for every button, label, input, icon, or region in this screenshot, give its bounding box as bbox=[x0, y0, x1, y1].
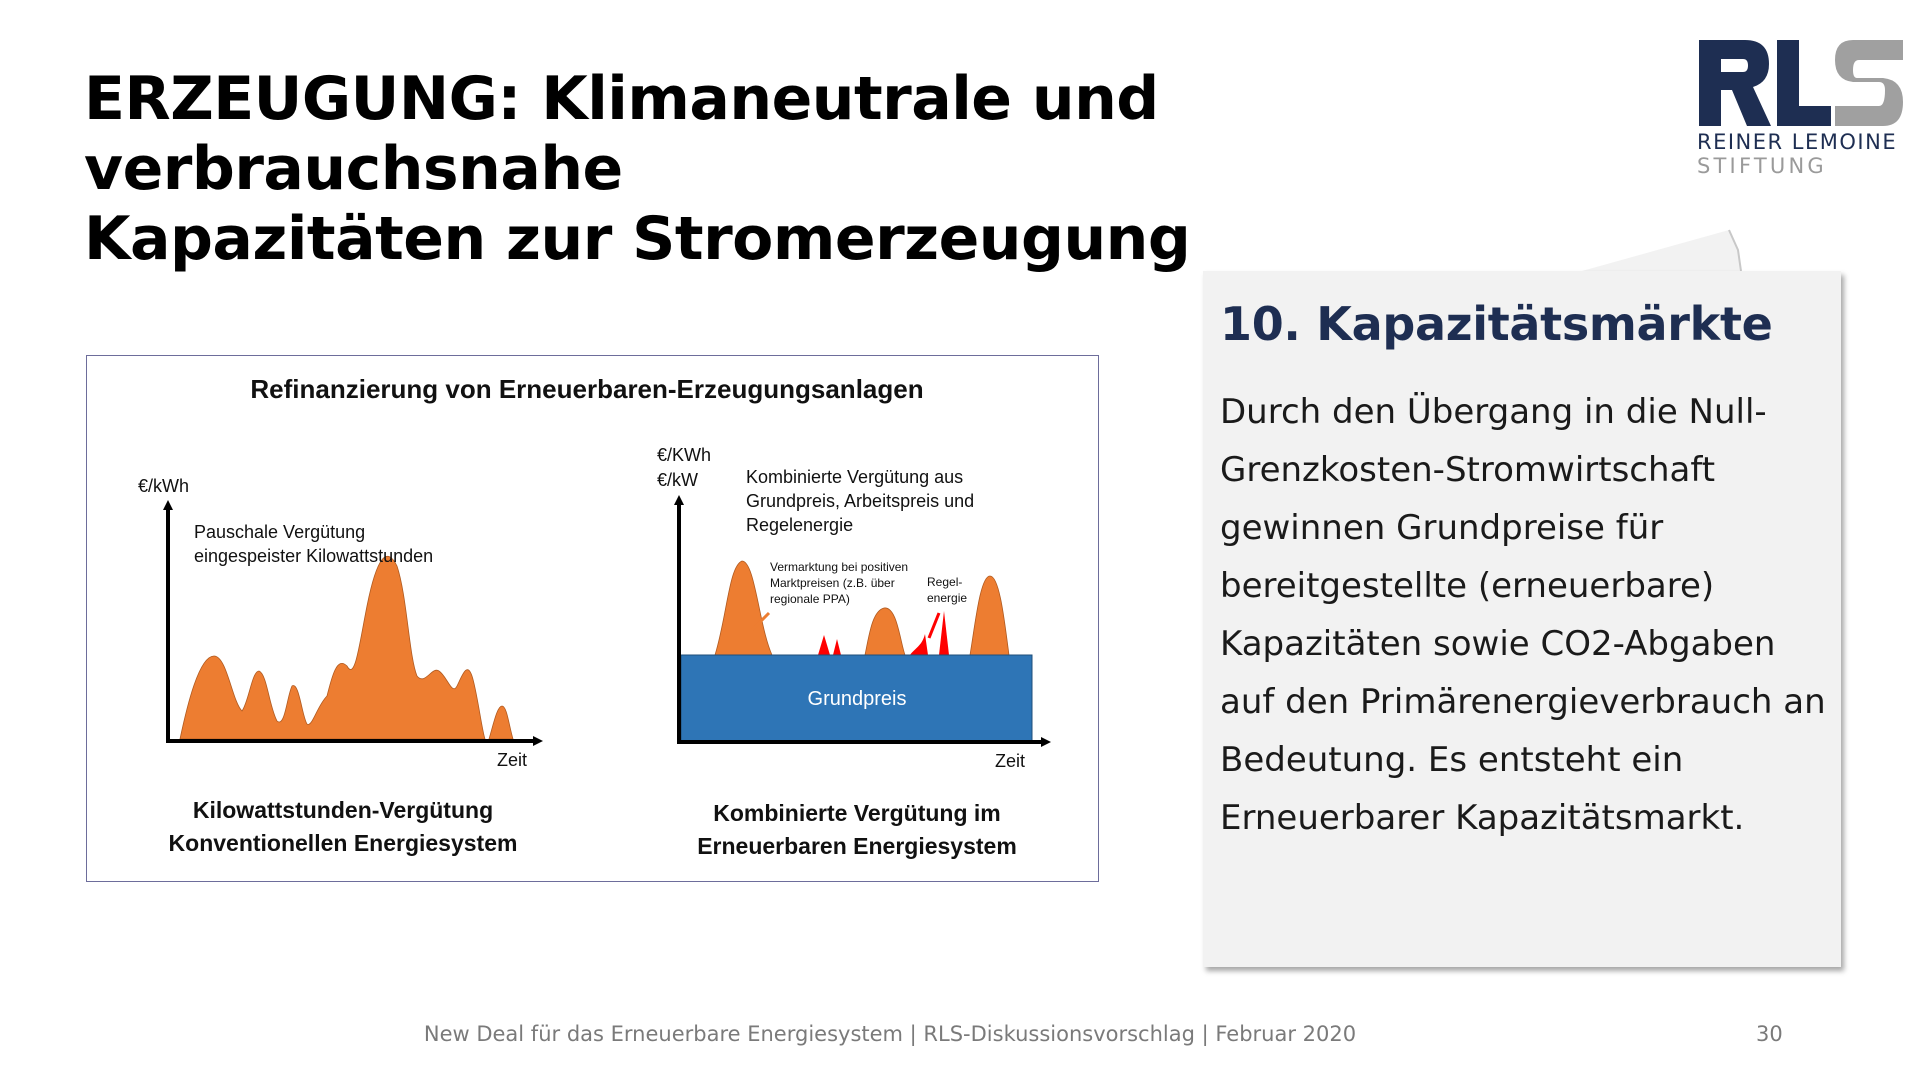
right-caption-line1: Kombinierte Vergütung im bbox=[713, 800, 1001, 826]
left-x-axis-label: Zeit bbox=[497, 750, 527, 770]
right-regel-pointer-line bbox=[927, 612, 941, 639]
right-y-axis-label-line1: €/KWh bbox=[657, 445, 711, 465]
slide-title: ERZEUGUNG: Klimaneutrale und verbrauchsn… bbox=[84, 64, 1604, 274]
note-card: 10. Kapazitätsmärkte Durch den Übergang … bbox=[1203, 226, 1849, 972]
right-orange-peak-2 bbox=[864, 607, 906, 656]
right-y-axis-label-line2: €/kW bbox=[657, 470, 698, 490]
left-orange-production-curve bbox=[179, 555, 486, 740]
logo-text-reiner-lemoine: REINER LEMOINE bbox=[1697, 130, 1898, 154]
note-card-panel: 10. Kapazitätsmärkte Durch den Übergang … bbox=[1203, 271, 1841, 967]
right-note-line3: regionale PPA) bbox=[770, 592, 850, 606]
logo-text-stiftung: STIFTUNG bbox=[1697, 154, 1827, 178]
right-regel-line1: Regel- bbox=[927, 575, 962, 589]
right-regel-line2: energie bbox=[927, 591, 967, 605]
left-y-axis-label: €/kWh bbox=[138, 476, 189, 496]
right-note-line2: Marktpreisen (z.B. über bbox=[770, 576, 895, 590]
right-orange-peak-1 bbox=[714, 560, 773, 656]
left-caption-line2: Konventionellen Energiesystem bbox=[169, 830, 518, 856]
note-card-body: Durch den Übergang in die Null-Grenzkost… bbox=[1220, 392, 1826, 838]
left-annotation-line2: eingespeister Kilowattstunden bbox=[194, 546, 433, 566]
right-red-spike-3 bbox=[910, 634, 928, 655]
note-card-folded-corner-icon bbox=[1582, 229, 1742, 272]
left-orange-small-peak bbox=[488, 705, 514, 740]
right-note-pointer-line bbox=[750, 611, 771, 632]
rls-logo: REINER LEMOINE STIFTUNG bbox=[1697, 36, 1905, 186]
page-number: 30 bbox=[1756, 1022, 1783, 1046]
footer-text: New Deal für das Erneuerbare Energiesyst… bbox=[423, 1022, 1357, 1046]
right-annotation-line3: Regelenergie bbox=[746, 515, 853, 535]
right-orange-peak-3 bbox=[969, 575, 1010, 656]
right-red-spike-2 bbox=[833, 639, 841, 655]
right-note-line1: Vermarktung bei positiven bbox=[770, 560, 908, 574]
right-red-spike-4 bbox=[939, 611, 949, 655]
right-annotation-line1: Kombinierte Vergütung aus bbox=[746, 467, 963, 487]
rls-wordmark-icon bbox=[1699, 40, 1903, 126]
refinancing-diagram: Refinanzierung von Erneuerbaren-Erzeugun… bbox=[86, 355, 1099, 882]
right-grundpreis-block bbox=[680, 654, 1033, 742]
right-annotation-line2: Grundpreis, Arbeitspreis und bbox=[746, 491, 974, 511]
left-annotation-line1: Pauschale Vergütung bbox=[194, 522, 365, 542]
slide-title-line1: ERZEUGUNG: Klimaneutrale und verbrauchsn… bbox=[84, 64, 1159, 204]
note-card-heading: 10. Kapazitätsmärkte bbox=[1220, 297, 1773, 351]
left-caption-line1: Kilowattstunden-Vergütung bbox=[193, 797, 493, 823]
diagram-title: Refinanzierung von Erneuerbaren-Erzeugun… bbox=[250, 374, 923, 404]
slide-title-line2: Kapazitäten zur Stromerzeugung bbox=[84, 204, 1191, 274]
right-caption-line2: Erneuerbaren Energiesystem bbox=[697, 833, 1017, 859]
right-red-spike-1 bbox=[818, 635, 830, 655]
right-x-axis-label: Zeit bbox=[995, 751, 1025, 771]
right-grundpreis-label: Grundpreis bbox=[808, 688, 907, 710]
